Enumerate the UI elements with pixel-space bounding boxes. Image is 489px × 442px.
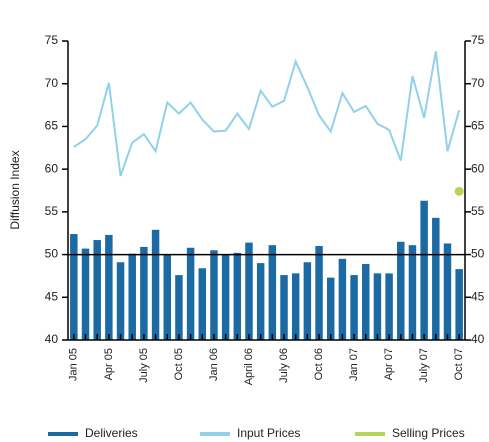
- y2-tick-label: 70: [471, 76, 485, 90]
- bar: [221, 254, 230, 340]
- bar: [432, 217, 440, 340]
- y-tick-label: 55: [45, 204, 59, 218]
- x-tick-label: Jan 06: [208, 348, 220, 381]
- line: [73, 51, 461, 177]
- x-tick-label: Apr 05: [103, 348, 115, 380]
- x-tick-label: July 06: [278, 348, 290, 383]
- y2-tick-label: 60: [471, 161, 485, 175]
- bar: [291, 273, 300, 340]
- bar: [151, 229, 160, 340]
- y-tick-label: 40: [45, 332, 59, 346]
- bar: [315, 246, 323, 340]
- bar: [397, 241, 405, 340]
- y2-tick-label: 40: [471, 332, 485, 346]
- y2-tick-label: 55: [471, 204, 485, 218]
- legend-label: Deliveries: [85, 426, 138, 440]
- x-tick-label: Jan 07: [348, 348, 360, 381]
- x-tick-label: April 06: [243, 348, 255, 385]
- bar: [233, 252, 242, 340]
- y2-tick-label: 75: [471, 33, 485, 47]
- bar: [128, 253, 136, 340]
- x-tick-label: Oct 06: [313, 348, 325, 380]
- bar: [256, 263, 265, 340]
- legend-label: Input Prices: [237, 426, 300, 440]
- bar: [350, 275, 358, 340]
- y-tick-label: 70: [45, 76, 59, 90]
- bar: [93, 240, 101, 340]
- x-tick-label: Jan 05: [68, 348, 80, 381]
- bar: [163, 254, 171, 340]
- bar: [105, 234, 113, 340]
- y2-tick-label: 65: [471, 119, 485, 133]
- bar: [303, 262, 312, 340]
- bar: [245, 242, 253, 340]
- x-tick-label: July 05: [138, 348, 150, 383]
- bar: [443, 243, 452, 340]
- y-tick-label: 50: [45, 247, 59, 261]
- x-tick-label: July 07: [418, 348, 430, 383]
- bar: [140, 246, 148, 340]
- bar: [280, 275, 288, 340]
- bar: [420, 200, 428, 340]
- bar: [268, 245, 277, 340]
- y-tick-label: 60: [45, 161, 59, 175]
- bar: [408, 245, 417, 340]
- bar: [385, 273, 393, 340]
- bar: [81, 248, 90, 340]
- x-tick-label: Oct 07: [453, 348, 465, 380]
- bar: [210, 250, 218, 340]
- bar: [116, 262, 125, 340]
- legend-label: Selling Prices: [392, 426, 465, 440]
- x-tick-label: Oct 05: [173, 348, 185, 380]
- y-tick-label: 75: [45, 33, 59, 47]
- y2-tick-label: 50: [471, 247, 485, 261]
- bar: [198, 268, 207, 340]
- y-tick-label: 45: [45, 289, 59, 303]
- bar: [186, 247, 195, 340]
- y2-tick-label: 45: [471, 289, 485, 303]
- bar: [326, 277, 335, 340]
- bar: [175, 275, 183, 340]
- bar: [362, 263, 370, 340]
- y-axis-label: Diffusion Index: [8, 150, 22, 229]
- point: [454, 186, 464, 196]
- bar: [70, 234, 78, 340]
- y-tick-label: 65: [45, 119, 59, 133]
- bar: [455, 269, 463, 340]
- x-tick-label: Apr 07: [383, 348, 395, 380]
- bar: [373, 273, 382, 340]
- bar: [338, 258, 347, 340]
